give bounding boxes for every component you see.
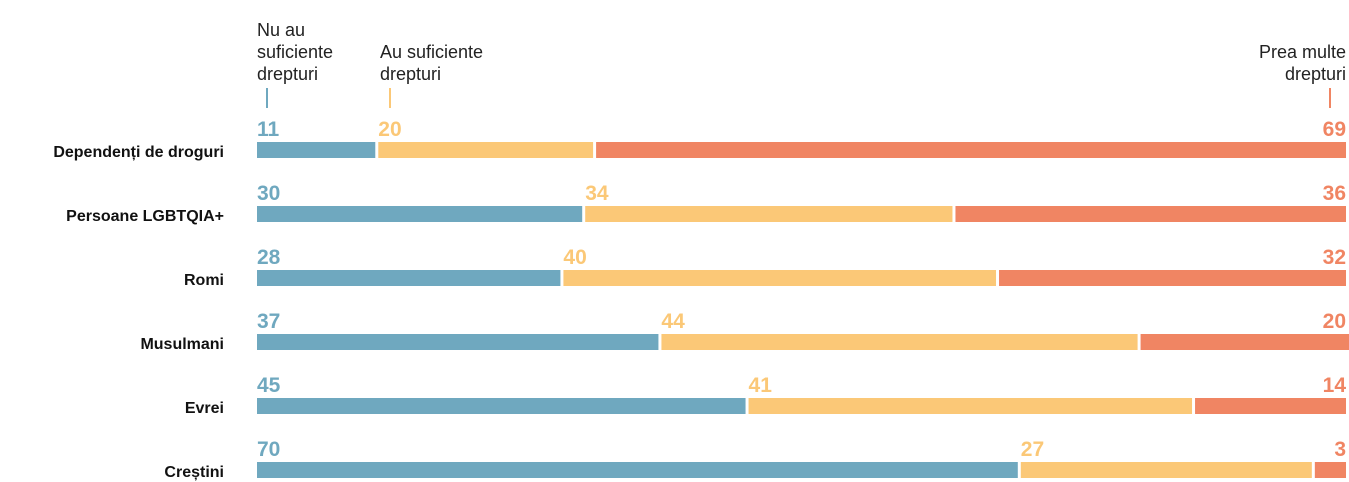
bar-segment-sufficient [563,270,997,286]
bar-segment-sufficient [748,398,1193,414]
bar-segment-insufficient [257,398,746,414]
bar-segment-too_many [1314,462,1346,478]
category-label: Creștini [164,464,224,481]
value-label-sufficient: 40 [563,246,586,269]
bar-segment-sufficient [378,142,594,158]
value-label-sufficient: 44 [661,310,685,333]
bar-segment-sufficient [585,206,953,222]
legend-label-sufficient-line-1: drepturi [380,64,441,84]
value-label-insufficient: 37 [257,310,280,333]
value-label-sufficient: 41 [749,374,773,397]
legend-label-insufficient-line-0: Nu au [257,20,305,40]
category-label: Musulmani [140,336,224,353]
legend-label-sufficient-line-0: Au suficiente [380,42,483,62]
bar-segment-sufficient [1020,462,1312,478]
bar-segment-insufficient [257,206,583,222]
category-label: Romi [184,272,224,289]
legend-label-too_many-line-0: Prea multe [1259,42,1346,62]
value-label-sufficient: 34 [585,182,609,205]
legend-label-too_many-line-1: drepturi [1285,64,1346,84]
value-label-sufficient: 20 [378,118,401,141]
bar-segment-insufficient [257,142,376,158]
value-label-insufficient: 11 [257,118,280,141]
legend-label-insufficient-line-1: suficiente [257,42,333,62]
value-label-too_many: 20 [1323,310,1346,333]
value-label-insufficient: 30 [257,182,280,205]
bar-segment-too_many [596,142,1346,158]
bar-segment-insufficient [257,270,561,286]
value-label-too_many: 32 [1323,246,1346,269]
category-label: Persoane LGBTQIA+ [66,208,224,225]
bar-segment-sufficient [661,334,1138,350]
bar-segment-insufficient [257,334,659,350]
value-label-sufficient: 27 [1021,438,1044,461]
legend-label-insufficient-line-2: drepturi [257,64,318,84]
bar-segment-too_many [999,270,1346,286]
category-label: Dependenți de droguri [53,144,224,161]
bar-segment-too_many [1140,334,1349,350]
category-label: Evrei [185,400,224,417]
value-label-insufficient: 28 [257,246,281,269]
value-label-too_many: 14 [1323,374,1347,397]
value-label-insufficient: 70 [257,438,280,461]
value-label-insufficient: 45 [257,374,281,397]
value-label-too_many: 69 [1323,118,1346,141]
value-label-too_many: 36 [1323,182,1346,205]
bar-segment-insufficient [257,462,1018,478]
bar-segment-too_many [1195,398,1346,414]
bar-segment-too_many [955,206,1346,222]
value-label-too_many: 3 [1334,438,1346,461]
